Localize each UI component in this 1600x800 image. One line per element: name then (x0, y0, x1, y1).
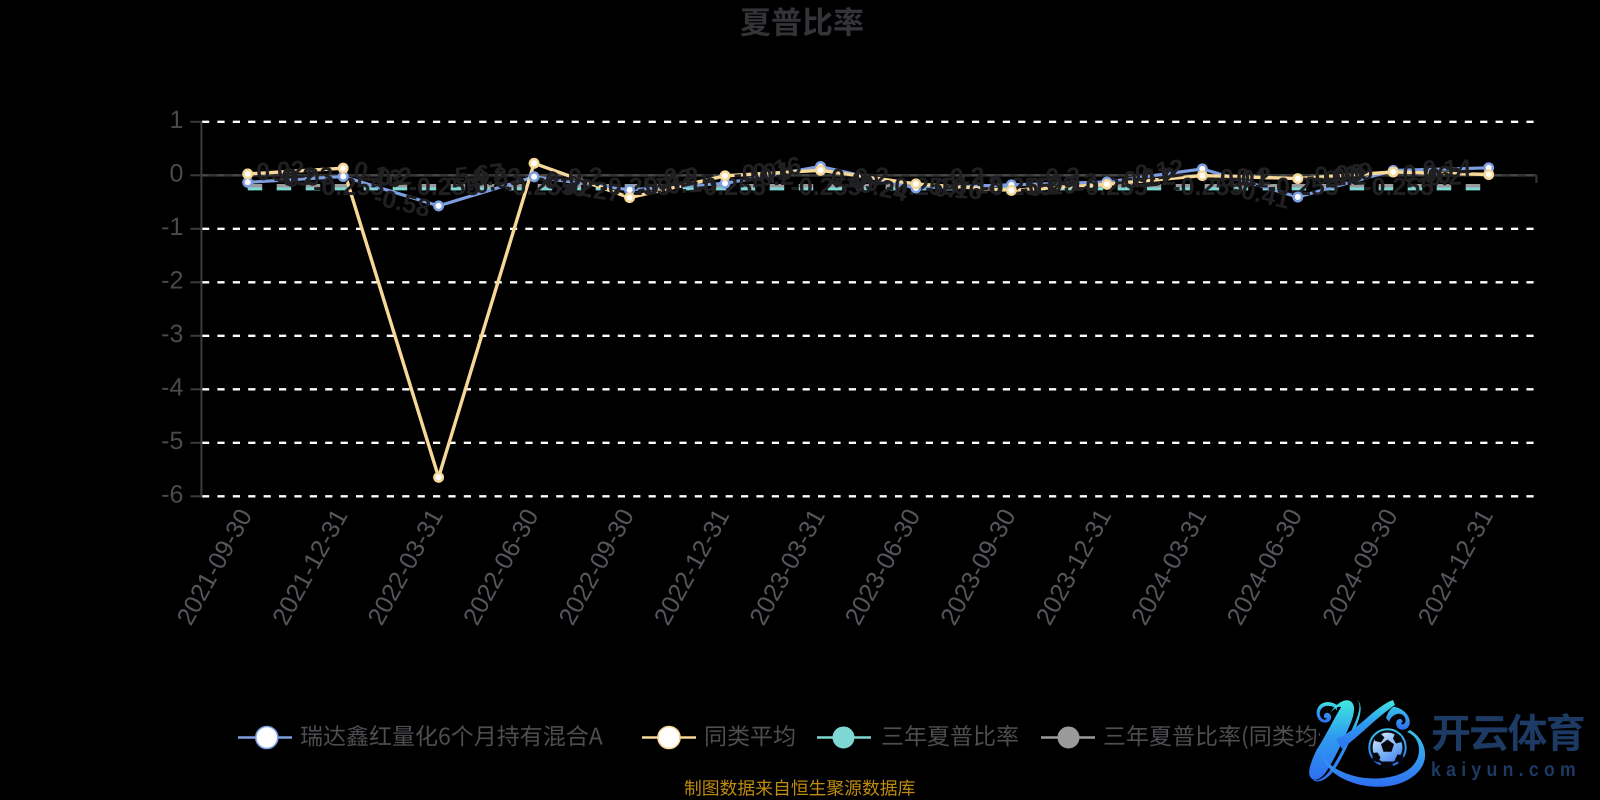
svg-text:-0.2: -0.2 (1037, 163, 1081, 192)
svg-text:-0.255: -0.255 (504, 173, 575, 201)
svg-text:-0.2: -0.2 (273, 163, 317, 192)
svg-text:-0.2: -0.2 (464, 163, 508, 192)
svg-text:-0.2: -0.2 (750, 163, 794, 192)
svg-text:-0.2: -0.2 (559, 163, 603, 192)
svg-text:-0.2: -0.2 (941, 163, 985, 192)
svg-text:-0.16: -0.16 (924, 174, 983, 206)
svg-text:-0.2: -0.2 (1132, 163, 1176, 192)
svg-text:-6: -6 (161, 480, 183, 508)
svg-text:-0.01: -0.01 (1211, 164, 1269, 194)
svg-text:-0.17: -0.17 (1114, 163, 1173, 196)
svg-text:-0.2: -0.2 (655, 163, 699, 192)
svg-text:-0.255: -0.255 (409, 173, 480, 201)
svg-text:-0.2: -0.2 (1323, 163, 1367, 192)
svg-text:-0.255: -0.255 (1172, 173, 1243, 201)
svg-text:-0.29: -0.29 (1019, 171, 1078, 203)
svg-text:0.09: 0.09 (829, 163, 881, 198)
svg-text:0.02: 0.02 (255, 156, 305, 187)
svg-text:-0.255: -0.255 (981, 173, 1052, 201)
svg-text:-0.2: -0.2 (368, 163, 412, 192)
svg-text:-0.255: -0.255 (313, 173, 384, 201)
svg-text:-0.255: -0.255 (1077, 173, 1148, 201)
svg-text:0.12: 0.12 (1133, 154, 1185, 188)
svg-text:-4: -4 (161, 373, 183, 401)
svg-text:-0.255: -0.255 (695, 173, 766, 201)
svg-text:-1: -1 (161, 213, 183, 241)
svg-text:-0.13: -0.13 (1040, 168, 1098, 198)
svg-text:-5.67: -5.67 (445, 158, 505, 192)
svg-text:-0.2: -0.2 (1418, 163, 1462, 192)
svg-text:-0.2: -0.2 (1228, 163, 1272, 192)
svg-text:-3: -3 (161, 320, 183, 348)
svg-text:-0.255: -0.255 (886, 173, 957, 201)
svg-text:-0.255: -0.255 (1363, 173, 1434, 201)
svg-text:-0.01: -0.01 (733, 157, 792, 188)
svg-text:-0.06: -0.06 (1305, 159, 1364, 191)
svg-text:-5: -5 (161, 427, 183, 455)
svg-text:-0.03: -0.03 (276, 162, 335, 193)
svg-text:-0.2: -0.2 (846, 163, 890, 192)
svg-text:-0.255: -0.255 (600, 173, 671, 201)
svg-text:1: 1 (169, 106, 183, 134)
svg-text:-2: -2 (161, 266, 183, 294)
svg-text:-0.15: -0.15 (658, 169, 717, 201)
svg-text:-0.255: -0.255 (791, 173, 862, 201)
svg-text:-0.255: -0.255 (1268, 173, 1339, 201)
svg-text:-0.18: -0.18 (945, 171, 1003, 201)
svg-text:kaiyun.com: kaiyun.com (1431, 759, 1581, 781)
svg-text:0: 0 (169, 159, 183, 187)
svg-text:0.14: 0.14 (1422, 154, 1472, 183)
svg-text:0.06: 0.06 (1402, 160, 1451, 189)
